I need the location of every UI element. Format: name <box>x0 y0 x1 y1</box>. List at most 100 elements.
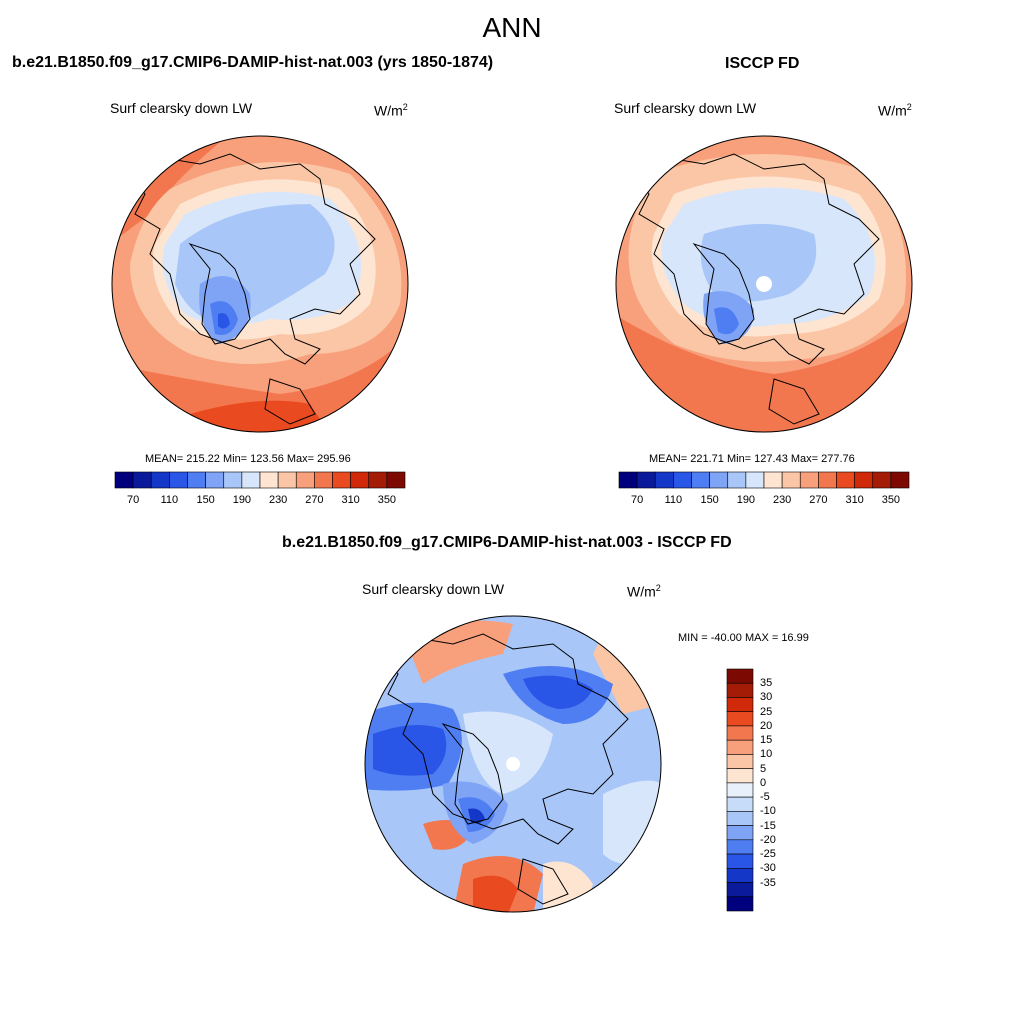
colorbar-swatch <box>241 471 261 489</box>
stats-diff: MIN = -40.00 MAX = 16.99 <box>678 632 809 644</box>
colorbar-tick-label: 350 <box>377 494 397 506</box>
colorbar-swatch <box>726 867 754 883</box>
colorbar-tick-label: -35 <box>760 876 776 889</box>
colorbar-swatch <box>386 471 406 489</box>
colorbar-swatch <box>205 471 225 489</box>
colorbar-tick-label: 150 <box>196 494 215 506</box>
colorbar-tick-label: 15 <box>760 734 773 747</box>
colorbar-swatch <box>781 471 801 489</box>
colorbar-swatch <box>726 739 754 755</box>
colorbar-tick-label: 190 <box>736 494 756 506</box>
colorbar-swatch <box>350 471 370 489</box>
colorbar-ticks-diff: 35 30 25 20 15 10 5 0 -5 -10 -15 -20 -25 -30 -35 <box>760 669 800 911</box>
colorbar-tick-label: 230 <box>772 494 792 506</box>
colorbar-obs <box>618 471 910 489</box>
colorbar-swatch <box>618 471 638 489</box>
variable-label-diff: Surf clearsky down LW <box>362 581 505 597</box>
colorbar-swatch <box>726 839 754 855</box>
colorbar-swatch <box>890 471 910 489</box>
panel-title-obs: ISCCP FD <box>725 55 800 72</box>
polar-map-model <box>111 135 409 433</box>
colorbar-swatch <box>763 471 783 489</box>
polar-map-diff <box>364 615 662 913</box>
colorbar-swatch <box>726 882 754 898</box>
stats-obs: MEAN= 221.71 Min= 127.43 Max= 277.76 <box>649 453 855 465</box>
colorbar-swatch <box>727 471 747 489</box>
colorbar-tick-label: -25 <box>760 848 776 861</box>
colorbar-swatch <box>726 754 754 769</box>
variable-label-obs: Surf clearsky down LW <box>614 100 757 116</box>
stats-model: MEAN= 215.22 Min= 123.56 Max= 295.96 <box>145 453 351 465</box>
colorbar-swatch <box>709 471 729 489</box>
colorbar-tick-label: -10 <box>760 805 776 818</box>
colorbar-swatch <box>259 471 279 489</box>
colorbar-tick-label: -5 <box>760 791 770 804</box>
colorbar-swatch <box>726 711 754 727</box>
colorbar-swatch <box>726 768 754 784</box>
colorbar-tick-label: 350 <box>881 494 901 506</box>
units-label-diff: W/m2 <box>627 583 661 600</box>
colorbar-swatch <box>636 471 656 489</box>
colorbar-tick-label: 20 <box>760 719 773 732</box>
colorbar-swatch <box>314 471 333 489</box>
units-label-obs: W/m2 <box>878 102 912 119</box>
colorbar-tick-label: 310 <box>341 494 360 506</box>
colorbar-swatch <box>726 853 754 869</box>
colorbar-tick-label: 190 <box>232 494 252 506</box>
colorbar-swatch <box>872 471 892 489</box>
colorbar-tick-label: 35 <box>760 677 773 690</box>
colorbar-swatch <box>332 471 351 489</box>
variable-label-model: Surf clearsky down LW <box>110 100 253 116</box>
colorbar-swatch <box>745 471 765 489</box>
colorbar-swatch <box>132 471 152 489</box>
colorbar-ticks-model: 70 110 150 190 230 270 310 350 <box>115 494 405 508</box>
colorbar-tick-label: 0 <box>760 776 767 789</box>
colorbar-swatch <box>854 471 874 489</box>
colorbar-swatch <box>726 782 754 798</box>
colorbar-tick-label: 25 <box>760 705 773 718</box>
colorbar-swatch <box>726 811 754 826</box>
colorbar-tick-label: 70 <box>127 494 140 506</box>
panel-title-diff: b.e21.B1850.f09_g17.CMIP6-DAMIP-hist-nat… <box>282 534 732 551</box>
colorbar-swatch <box>295 471 315 489</box>
colorbar-tick-label: 70 <box>631 494 644 506</box>
panel-title-model: b.e21.B1850.f09_g17.CMIP6-DAMIP-hist-nat… <box>12 54 494 71</box>
colorbar-tick-label: -20 <box>760 833 776 846</box>
colorbar-swatch <box>654 471 674 489</box>
colorbar-swatch <box>114 471 134 489</box>
colorbar-swatch <box>726 796 754 812</box>
colorbar-tick-label: 110 <box>664 494 683 506</box>
colorbar-swatch <box>187 471 206 489</box>
colorbar-tick-label: 310 <box>845 494 864 506</box>
colorbar-tick-label: -15 <box>760 819 776 832</box>
colorbar-tick-label: 230 <box>268 494 288 506</box>
polar-map-obs <box>615 135 913 433</box>
colorbar-swatch <box>673 471 692 489</box>
colorbar-swatch <box>150 471 170 489</box>
colorbar-swatch <box>368 471 388 489</box>
colorbar-diff <box>726 668 754 912</box>
colorbar-tick-label: 150 <box>700 494 719 506</box>
colorbar-swatch <box>818 471 837 489</box>
units-label-model: W/m2 <box>374 102 408 119</box>
colorbar-tick-label: 5 <box>760 762 767 775</box>
colorbar-swatch <box>799 471 819 489</box>
colorbar-tick-label: 10 <box>760 748 773 761</box>
colorbar-tick-label: -30 <box>760 862 776 875</box>
colorbar-swatch <box>223 471 243 489</box>
colorbar-swatch <box>726 825 754 841</box>
colorbar-ticks-obs: 70 110 150 190 230 270 310 350 <box>619 494 909 508</box>
colorbar-swatch <box>836 471 855 489</box>
colorbar-swatch <box>169 471 188 489</box>
colorbar-swatch <box>277 471 297 489</box>
colorbar-model <box>114 471 406 489</box>
colorbar-tick-label: 30 <box>760 691 773 704</box>
colorbar-tick-label: 270 <box>809 494 828 506</box>
colorbar-tick-label: 110 <box>160 494 179 506</box>
main-title: ANN <box>482 12 542 43</box>
colorbar-swatch <box>726 725 754 741</box>
colorbar-swatch <box>726 682 754 698</box>
colorbar-swatch <box>691 471 710 489</box>
colorbar-tick-label: 270 <box>305 494 324 506</box>
colorbar-swatch <box>726 896 754 912</box>
